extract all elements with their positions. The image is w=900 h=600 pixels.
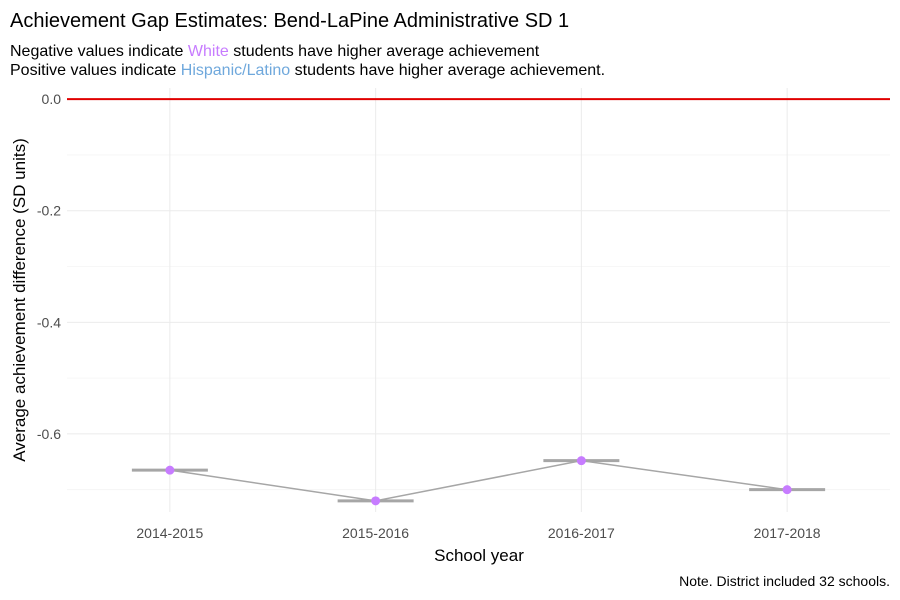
x-axis-label: School year bbox=[434, 546, 524, 565]
subtitle-1-prefix: Negative values indicate bbox=[10, 43, 188, 60]
data-point-2014-2015 bbox=[165, 465, 175, 475]
subtitle-1-highlight: White bbox=[188, 43, 229, 60]
gridlines bbox=[67, 88, 890, 512]
data-point-2017-2018 bbox=[782, 485, 792, 495]
x-tick-labels: 2014-2015 2015-2016 2016-2017 2017-2018 bbox=[136, 525, 820, 541]
data-point-2016-2017 bbox=[576, 456, 586, 466]
subtitle-2-highlight: Hispanic/Latino bbox=[181, 62, 291, 79]
x-tick-label: 2014-2015 bbox=[136, 525, 203, 541]
x-tick-label: 2016-2017 bbox=[548, 525, 615, 541]
subtitle-line-2: Positive values indicate Hispanic/Latino… bbox=[10, 62, 605, 79]
y-tick-label: -0.4 bbox=[37, 314, 61, 330]
x-tick-label: 2015-2016 bbox=[342, 525, 409, 541]
series-layer bbox=[131, 456, 826, 506]
subtitle-2-suffix: students have higher average achievement… bbox=[290, 62, 605, 79]
x-tick-label: 2017-2018 bbox=[754, 525, 821, 541]
gap-series-line bbox=[169, 459, 788, 502]
chart-title: Achievement Gap Estimates: Bend-LaPine A… bbox=[10, 10, 569, 32]
subtitle-2-prefix: Positive values indicate bbox=[10, 62, 181, 79]
caption: Note. District included 32 schools. bbox=[679, 573, 890, 589]
y-axis-label: Average achievement difference (SD units… bbox=[10, 138, 29, 462]
subtitle-line-1: Negative values indicate White students … bbox=[10, 43, 540, 60]
y-tick-labels: 0.0 -0.2 -0.4 -0.6 bbox=[37, 91, 61, 442]
data-point-2015-2016 bbox=[371, 496, 381, 506]
y-tick-label: 0.0 bbox=[42, 91, 62, 107]
y-tick-label: -0.2 bbox=[37, 203, 61, 219]
subtitle-1-suffix: students have higher average achievement bbox=[229, 43, 540, 60]
y-tick-label: -0.6 bbox=[37, 426, 61, 442]
